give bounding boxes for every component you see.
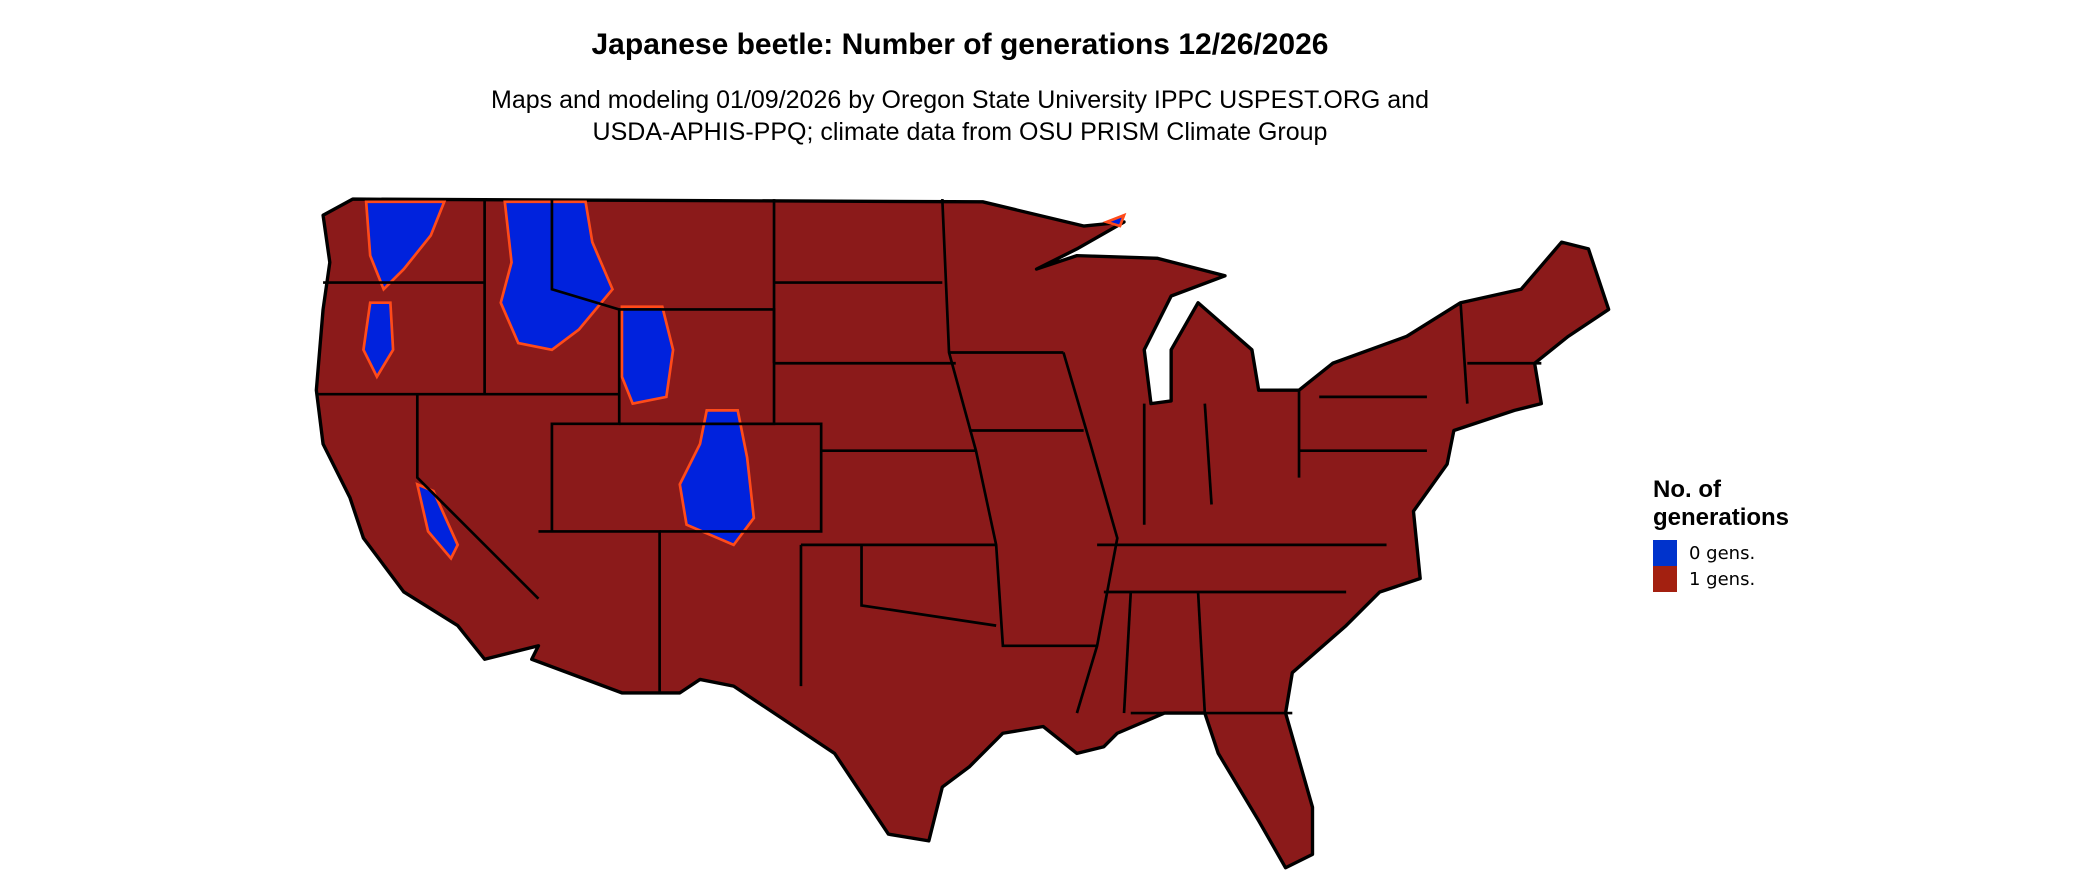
legend-item-1-gens: 1 gens. xyxy=(1653,566,1789,592)
legend-label: 1 gens. xyxy=(1689,568,1756,590)
legend: No. of generations 0 gens. 1 gens. xyxy=(1653,476,1789,592)
legend-title-line-2: generations xyxy=(1653,504,1790,531)
blue-area-north-cascades xyxy=(364,200,447,292)
cold-zone-0-gens xyxy=(362,200,1127,561)
blue-area-colorado xyxy=(678,409,756,547)
blue-area-oregon-cascades xyxy=(362,301,395,380)
legend-item-0-gens: 0 gens. xyxy=(1653,540,1789,566)
map-subtitle-line-2: USDA-APHIS-PPQ; climate data from OSU PR… xyxy=(592,118,1328,146)
legend-swatch-blue xyxy=(1653,540,1677,566)
map-subtitle-line-1: Maps and modeling 01/09/2026 by Oregon S… xyxy=(491,86,1429,114)
blue-area-idaho-montana xyxy=(499,200,615,352)
legend-title: No. of generations xyxy=(1653,476,1789,532)
state-borders xyxy=(316,199,1542,715)
legend-title-line-1: No. of xyxy=(1653,476,1721,503)
blue-area-wyoming xyxy=(620,305,675,406)
blue-area-lake-superior-isle xyxy=(1102,212,1127,228)
legend-swatch-red xyxy=(1653,566,1677,592)
map-title: Japanese beetle: Number of generations 1… xyxy=(591,28,1329,61)
legend-label: 0 gens. xyxy=(1689,542,1756,564)
